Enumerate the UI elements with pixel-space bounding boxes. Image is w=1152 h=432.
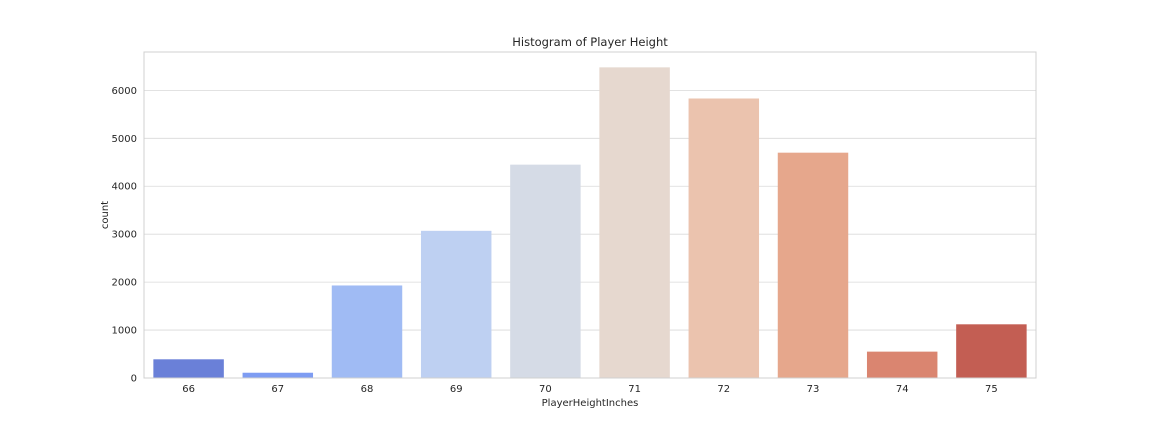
x-tick-label: 75: [985, 384, 998, 395]
x-tick-label: 66: [182, 384, 195, 395]
plot-frame: [143, 51, 1037, 379]
y-axis-label: count: [100, 201, 111, 229]
bars: [153, 67, 1027, 379]
x-tick-label: 71: [628, 384, 641, 395]
bar-69: [420, 230, 492, 378]
y-tick-label: 1000: [112, 326, 137, 337]
bar-71: [599, 67, 670, 378]
bar-73: [777, 152, 849, 378]
y-tick-label: 5000: [112, 134, 137, 145]
x-tick-labels: 66 67 68 69 70 71 72 73 74 75: [182, 384, 998, 395]
y-tick-label: 4000: [112, 182, 137, 193]
y-tick-labels: 0 1000 2000 3000 4000 5000 6000: [112, 86, 137, 385]
x-tick-label: 72: [717, 384, 730, 395]
y-tick-label: 6000: [112, 86, 137, 97]
y-tick-label: 3000: [112, 230, 137, 241]
bar-68: [331, 285, 403, 378]
x-tick-label: 67: [271, 384, 284, 395]
chart-title: Histogram of Player Height: [512, 35, 668, 49]
bar-72: [688, 98, 760, 379]
bar-67: [242, 372, 314, 378]
x-tick-label: 69: [450, 384, 463, 395]
bar-66: [153, 359, 224, 378]
x-tick-label: 70: [539, 384, 552, 395]
x-tick-label: 74: [896, 384, 909, 395]
bar-70: [510, 164, 581, 378]
x-tick-label: 68: [361, 384, 374, 395]
y-tick-label: 2000: [112, 278, 137, 289]
bar-74: [866, 351, 938, 378]
bar-75: [956, 324, 1027, 378]
gridlines: [144, 89, 1036, 379]
x-axis-label: PlayerHeightInches: [542, 398, 639, 409]
y-tick-label: 0: [131, 374, 137, 385]
x-tick-label: 73: [807, 384, 820, 395]
